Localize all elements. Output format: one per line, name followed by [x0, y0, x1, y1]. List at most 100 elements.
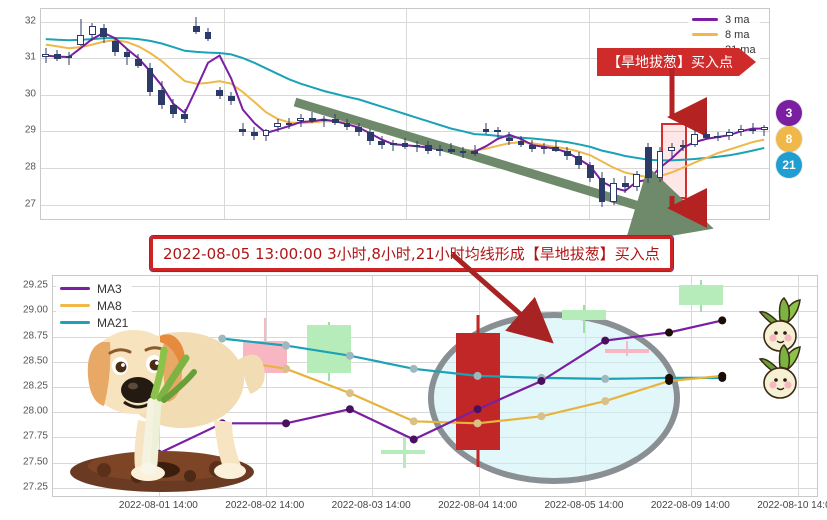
lower-x-axis: 2022-08-01 14:00 2022-08-02 14:00 2022-08-…	[0, 498, 827, 520]
legend-label: MA8	[97, 298, 122, 313]
gridline	[53, 437, 817, 439]
candlestick	[65, 51, 73, 65]
flat-candle-wick	[403, 435, 407, 468]
candle-wick	[195, 17, 197, 34]
ma-data-point	[601, 374, 610, 383]
candle-body	[297, 117, 305, 122]
candle-body	[726, 132, 733, 136]
legend-label: MA21	[97, 315, 129, 330]
x-axis-tick-label: 2022-08-04 14:00	[438, 500, 518, 511]
candle-body	[517, 141, 525, 146]
gridline	[41, 204, 769, 206]
candlestick	[587, 161, 594, 182]
candlestick	[447, 143, 455, 155]
dog-pulling-scallion-mascot	[70, 330, 265, 492]
candlestick	[760, 124, 768, 136]
candle-body	[447, 148, 455, 153]
candlestick	[494, 126, 502, 138]
candlestick	[540, 143, 548, 155]
candlestick	[42, 48, 50, 63]
candlestick	[726, 128, 733, 140]
candle-body	[482, 128, 490, 133]
ma-data-point	[282, 364, 291, 373]
candlestick	[471, 145, 478, 157]
scallion-icon	[758, 296, 801, 352]
candle-body	[401, 143, 409, 147]
gridline	[53, 361, 817, 363]
candle-wick	[68, 51, 70, 65]
legend-item-ma8[interactable]: MA8	[60, 297, 128, 314]
candlestick	[436, 145, 444, 157]
candle-body	[610, 183, 617, 202]
candlestick	[193, 17, 200, 34]
candle-body	[760, 126, 768, 131]
candlestick	[332, 114, 339, 125]
candle-body	[77, 35, 84, 45]
gridline	[53, 311, 817, 313]
candle-body	[413, 145, 420, 148]
x-axis-tick-label: 2022-08-02 14:00	[225, 500, 305, 511]
candle-body	[285, 123, 293, 126]
candlestick	[656, 146, 664, 182]
candlestick	[343, 119, 351, 131]
gridline	[41, 21, 769, 23]
candlestick	[644, 143, 652, 184]
candlestick	[181, 108, 189, 124]
candlestick	[169, 99, 177, 118]
candlestick	[216, 86, 223, 100]
candle-body	[644, 146, 652, 178]
ma-data-point	[718, 371, 727, 380]
candle-body	[366, 132, 374, 142]
candle-body	[505, 137, 513, 142]
gridline	[53, 462, 817, 464]
gridline	[372, 276, 374, 496]
y-axis-tick-label: 32	[24, 15, 36, 27]
candlestick	[678, 280, 723, 313]
candle-body	[216, 90, 223, 96]
candlestick	[390, 139, 397, 151]
candlestick	[737, 124, 745, 136]
candle-body	[436, 148, 444, 151]
candle-body	[378, 141, 386, 146]
ma-data-point	[282, 341, 291, 350]
ma-badge-3[interactable]: 3	[776, 100, 802, 126]
candle-body	[455, 332, 500, 450]
y-axis-tick-label: 28.25	[22, 380, 48, 392]
candle-body	[604, 348, 649, 353]
x-axis-tick-label: 2022-08-05 14:00	[544, 500, 624, 511]
candlestick	[749, 123, 756, 135]
candlestick	[158, 81, 166, 109]
candlestick	[482, 123, 490, 135]
candle-body	[88, 26, 96, 36]
legend-item-ma3[interactable]: MA3	[60, 280, 128, 297]
legend-item-3-ma[interactable]: 3 ma	[692, 12, 756, 27]
upper-chart-overlay	[45, 31, 765, 244]
candlestick	[135, 53, 142, 69]
ma-badge-8[interactable]: 8	[776, 126, 802, 152]
ma-data-point	[409, 364, 418, 373]
x-axis-tick-label: 2022-08-10 14:00	[757, 500, 827, 511]
candle-body	[54, 54, 61, 60]
candle-body	[320, 119, 328, 122]
x-axis-tick-label: 2022-08-09 14:00	[650, 500, 730, 511]
legend-item-ma21[interactable]: MA21	[60, 314, 128, 331]
y-axis-tick-label: 29.25	[22, 279, 48, 291]
ma-badge-21[interactable]: 21	[776, 152, 802, 178]
y-axis-tick-label: 30	[24, 88, 36, 100]
candlestick	[610, 177, 617, 206]
candle-body	[471, 150, 478, 155]
scallion-in-mouth	[141, 346, 197, 475]
ma-data-point	[409, 417, 418, 426]
candlestick	[552, 141, 559, 153]
lower-chart-panel: 29.25 29.00 28.75 28.50 28.25 28.00 27.75 27.50…	[0, 252, 827, 520]
candlestick	[529, 139, 536, 153]
candle-body	[691, 134, 699, 146]
ma-data-point	[345, 351, 354, 360]
candle-wick	[80, 18, 82, 47]
ma-data-point	[473, 371, 482, 380]
gridline	[797, 276, 799, 496]
ma-data-point	[282, 419, 291, 428]
candlestick	[691, 130, 699, 147]
